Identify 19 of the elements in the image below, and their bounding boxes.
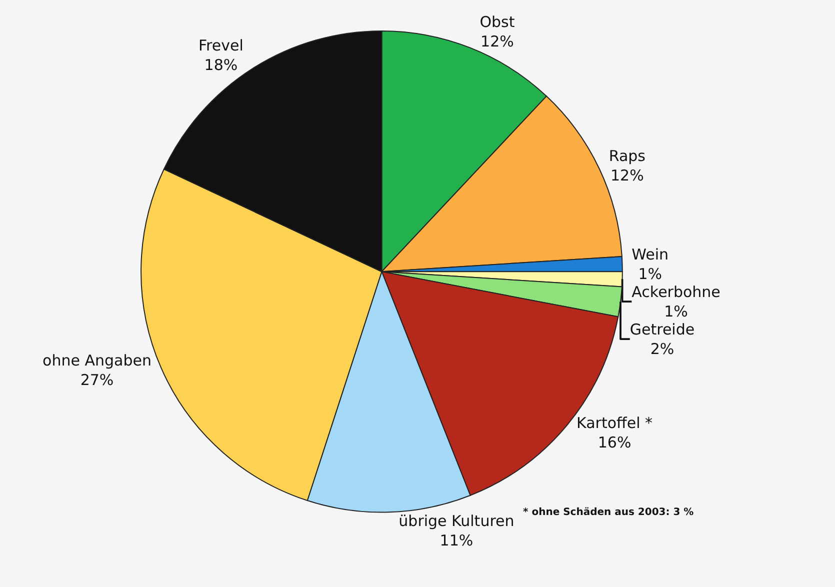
data-label: 27%	[80, 370, 114, 389]
slice-label: Raps	[608, 146, 646, 165]
text: * ohne Schäden aus 2003: 3 %	[523, 507, 694, 518]
data-label: 12%	[480, 32, 514, 50]
data-label: 1%	[638, 264, 662, 283]
slice-label: Kartoffel *	[576, 414, 654, 432]
slice-label: ohne Angaben	[42, 351, 152, 370]
slice-label: übrige Kulturen	[398, 512, 514, 530]
data-label: 18%	[204, 56, 238, 74]
data-label: 2%	[650, 340, 674, 358]
data-label: 1%	[664, 302, 688, 320]
slice-label: Frevel	[198, 36, 244, 54]
data-label: 12%	[610, 166, 644, 184]
slice-label: Wein	[632, 245, 669, 264]
slice-label: Ackerbohne	[632, 282, 720, 301]
data-label: 11%	[440, 532, 474, 550]
slice-label: Obst	[480, 12, 515, 31]
slice-label: Getreide	[630, 320, 695, 338]
data-label: 16%	[598, 433, 632, 452]
